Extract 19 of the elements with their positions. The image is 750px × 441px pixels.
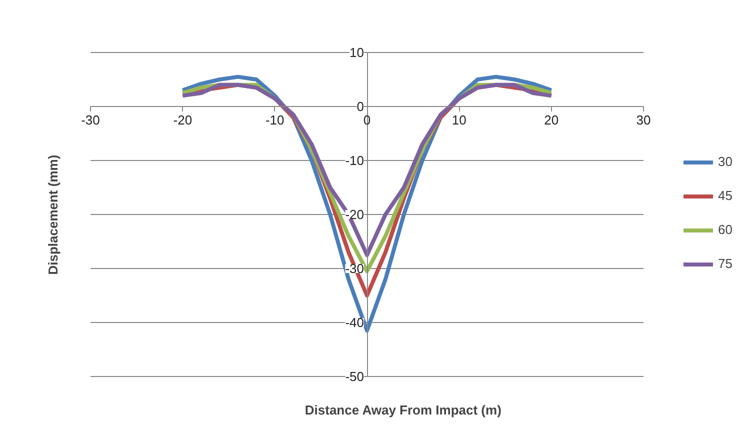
x-tick-label: -10	[265, 112, 284, 128]
x-tick-label: -20	[173, 112, 192, 128]
legend-label: 60	[718, 222, 734, 237]
legend-label: 75	[718, 256, 734, 271]
y-tick-label: -30	[345, 261, 364, 276]
x-tick-label: 30	[636, 112, 651, 128]
legend-label: 45	[718, 188, 734, 203]
x-axis-title: Distance Away From Impact (m)	[304, 402, 502, 418]
legend-label: 30	[718, 154, 734, 169]
y-tick-label: -10	[345, 153, 364, 168]
x-tick-label: -30	[81, 112, 100, 128]
x-tick-label: 10	[452, 112, 466, 128]
y-tick-label: -20	[345, 207, 364, 222]
y-tick-label: -50	[345, 369, 364, 384]
x-tick-label: 20	[544, 112, 559, 128]
y-tick-label: 10	[350, 45, 364, 60]
y-tick-label: 0	[356, 99, 364, 114]
y-axis-title: Displacement (mm)	[46, 154, 60, 275]
y-tick-label: -40	[345, 315, 364, 330]
